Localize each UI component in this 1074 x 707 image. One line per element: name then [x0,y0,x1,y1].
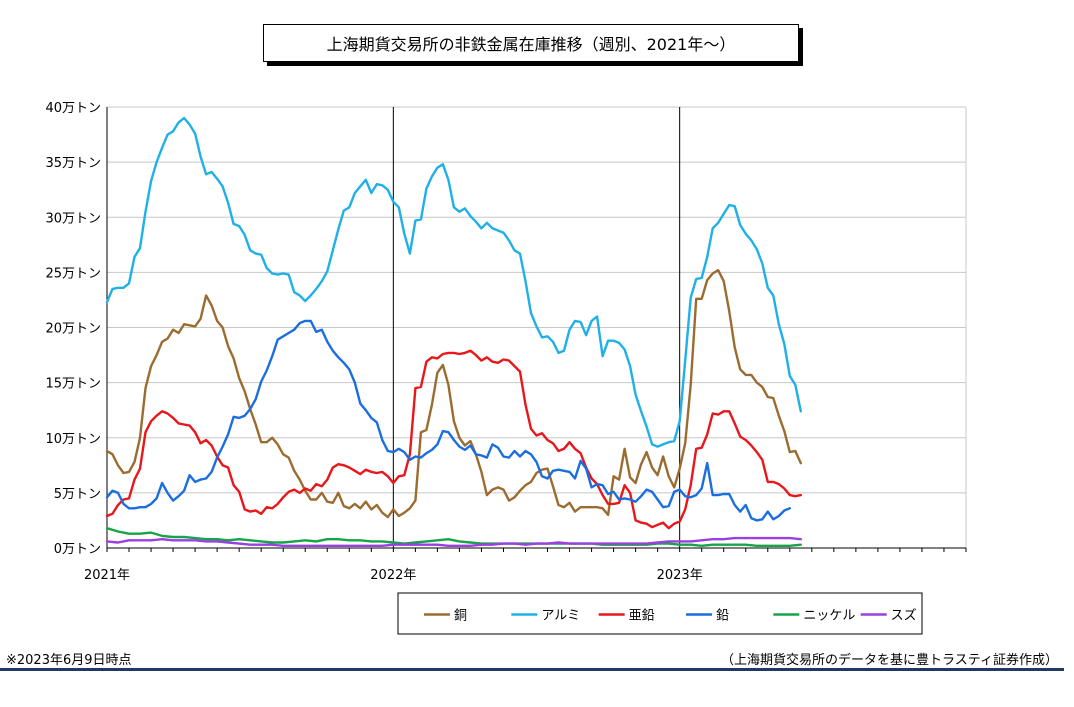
y-tick-label: 10万トン [45,432,101,447]
y-tick-label: 25万トン [45,266,101,281]
y-tick-label: 5万トン [54,487,101,502]
y-tick-label: 0万トン [54,542,101,557]
legend-label: ニッケル [803,609,855,624]
footnote-date: ※2023年6月9日時点 [6,653,132,668]
y-tick-label: 15万トン [45,377,101,392]
series-lines [105,116,802,547]
series-line-5 [105,527,802,547]
legend-label: 亜鉛 [629,609,655,624]
legend-box [397,592,923,635]
footnote-source: （上海期貨交易所のデータを基に豊トラスティ証券作成） [721,653,1058,668]
y-tick-label: 30万トン [45,211,101,226]
x-tick-label: 2023年 [657,568,703,583]
series-line-4 [105,319,791,522]
legend: 銅 アルミ 亜鉛 鉛 ニッケル スズ [397,592,923,635]
series-line-1 [105,269,802,519]
axes: 0万トン 5万トン 10万トン 15万トン 20万トン 25万トン 30万トン 35万トン 40… [45,101,967,583]
series-line-6 [105,536,802,547]
y-tick-label: 40万トン [45,101,101,116]
y-tick-label: 35万トン [45,156,101,171]
legend-label: アルミ [541,609,580,624]
x-tick-label: 2021年 [84,568,130,583]
series-line-3 [105,349,802,530]
legend-label: 鉛 [716,609,729,624]
series-line-2 [105,116,802,448]
y-tick-label: 20万トン [45,322,101,337]
chart-title-text: 上海期貨交易所の非鉄金属在庫推移（週別、2021年～） [326,35,736,54]
bottom-rule [0,668,1064,671]
legend-label: スズ [891,608,917,624]
grid [107,106,966,494]
x-tick-label: 2022年 [370,568,416,583]
legend-label: 銅 [454,609,467,624]
chart-title: 上海期貨交易所の非鉄金属在庫推移（週別、2021年～） [263,24,799,62]
